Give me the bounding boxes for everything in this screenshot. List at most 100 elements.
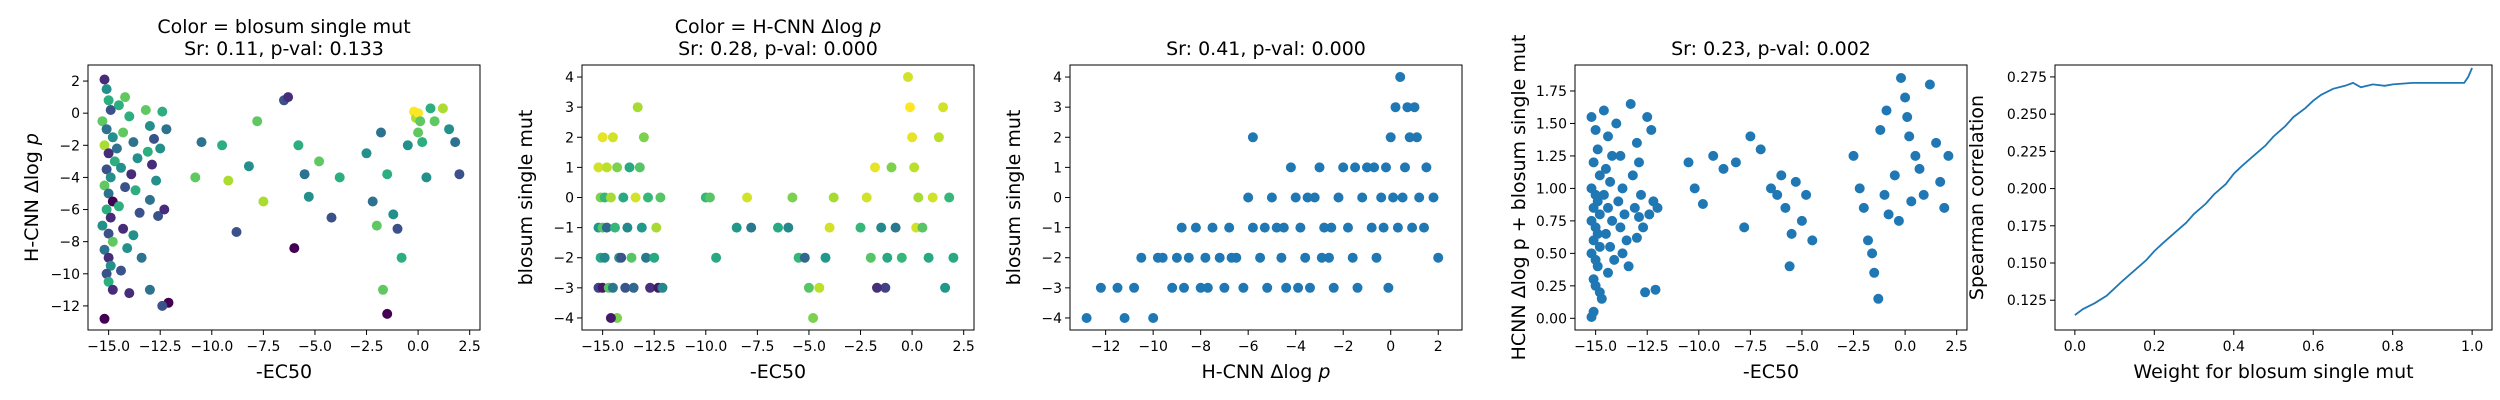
chart-panel-3: −12 −10 −8 −6 −4 −2 0 2 4 3 2 1 0 −1 −2 −3 −4 Sr: 0.41, p…	[1003, 38, 1463, 383]
data-point	[124, 288, 135, 299]
data-point	[903, 72, 913, 82]
data-point	[711, 252, 722, 263]
data-point	[196, 137, 207, 148]
data-point	[1266, 192, 1277, 203]
x-tick-label: −8	[1190, 339, 1211, 355]
data-point	[1869, 267, 1880, 278]
y-tick-label: 1.75	[1536, 84, 1567, 100]
data-point	[1319, 222, 1330, 233]
data-point	[1914, 163, 1925, 174]
data-point	[1350, 162, 1361, 173]
data-point	[1893, 215, 1904, 226]
x-tick-label: −2	[1333, 339, 1354, 355]
data-point	[643, 192, 653, 203]
data-point	[1290, 192, 1301, 203]
data-point	[105, 105, 116, 115]
data-point	[876, 222, 887, 233]
data-point	[1285, 162, 1296, 173]
data-point	[326, 212, 337, 223]
y-tick-label: 1.50	[1536, 116, 1567, 132]
data-point	[907, 132, 918, 143]
y-tick-label: 0.175	[2007, 219, 2047, 235]
data-point	[799, 252, 810, 263]
data-point	[1588, 157, 1599, 168]
data-point	[1636, 189, 1646, 200]
data-point	[601, 222, 612, 233]
data-point	[367, 196, 378, 207]
data-point	[437, 103, 448, 114]
chart-title-line: Color = H-CNN Δlog p	[675, 16, 882, 38]
data-point	[190, 172, 201, 183]
data-point	[1918, 189, 1929, 200]
data-point	[616, 252, 627, 263]
y-tick-label: −4	[59, 170, 80, 186]
data-point	[450, 137, 461, 148]
data-point	[153, 211, 164, 221]
data-point	[1385, 132, 1396, 143]
y-tick-label: 0.275	[2007, 70, 2047, 86]
data-point	[101, 268, 112, 279]
data-point	[1592, 261, 1603, 272]
data-point	[1772, 189, 1783, 200]
data-point	[1594, 170, 1605, 181]
data-point	[223, 175, 234, 186]
data-point	[1214, 252, 1225, 263]
data-point	[1607, 150, 1618, 161]
x-tick-label: 0.8	[2382, 339, 2404, 355]
y-tick-label: 1	[565, 160, 574, 176]
x-tick-label: −12.5	[139, 339, 182, 355]
data-point	[787, 192, 798, 203]
data-point	[1621, 235, 1632, 246]
y-tick-label: −4	[553, 311, 574, 327]
y-tick-label: 0	[71, 106, 80, 122]
data-point	[1328, 282, 1339, 293]
data-point	[1314, 162, 1325, 173]
data-point	[1623, 261, 1634, 272]
data-point	[731, 222, 742, 233]
data-point	[103, 95, 114, 106]
x-tick-label: −7.5	[246, 339, 280, 355]
y-tick-label: −3	[553, 281, 574, 297]
data-point	[1718, 163, 1729, 174]
data-point	[140, 105, 151, 115]
data-point	[1796, 215, 1807, 226]
x-axis-label: H-CNN Δlog p	[1202, 361, 1331, 383]
data-point	[605, 313, 616, 323]
y-axis-label: Spearman correlation	[1966, 95, 1988, 300]
data-point	[1433, 252, 1444, 263]
data-point	[1755, 144, 1766, 155]
data-point	[1202, 282, 1213, 293]
data-point	[1343, 222, 1353, 233]
data-point	[657, 282, 668, 293]
data-point	[376, 127, 386, 138]
data-point	[413, 108, 424, 119]
data-point	[638, 132, 649, 143]
data-point	[742, 192, 753, 203]
data-point	[1397, 192, 1408, 203]
x-tick-label: −15.0	[1574, 339, 1617, 355]
data-point	[628, 282, 639, 293]
y-tick-label: 0.150	[2007, 256, 2047, 272]
data-point	[1790, 176, 1801, 187]
x-tick-label: −5.0	[792, 339, 826, 355]
data-point	[634, 162, 645, 173]
data-point	[1378, 222, 1389, 233]
data-point	[607, 132, 618, 143]
data-point	[865, 252, 876, 263]
chart-panel-5: 0.0 0.2 0.4 0.6 0.8 1.0 0.125 0.150 0.175 0.200 0.…	[1966, 64, 2493, 383]
data-point	[1943, 150, 1954, 161]
x-tick-label: −5.0	[1785, 339, 1819, 355]
data-point	[1629, 202, 1640, 213]
data-point	[1594, 209, 1605, 220]
data-point	[1588, 235, 1599, 246]
data-point	[880, 282, 891, 293]
data-point	[940, 282, 951, 293]
x-tick-label: 2.5	[1946, 339, 1968, 355]
data-point	[378, 284, 388, 295]
x-tick-label: 0.0	[2064, 339, 2086, 355]
data-point	[1392, 222, 1403, 233]
data-point	[1271, 222, 1282, 233]
data-point	[293, 140, 304, 151]
data-point	[1300, 252, 1311, 263]
data-point	[1776, 170, 1787, 181]
